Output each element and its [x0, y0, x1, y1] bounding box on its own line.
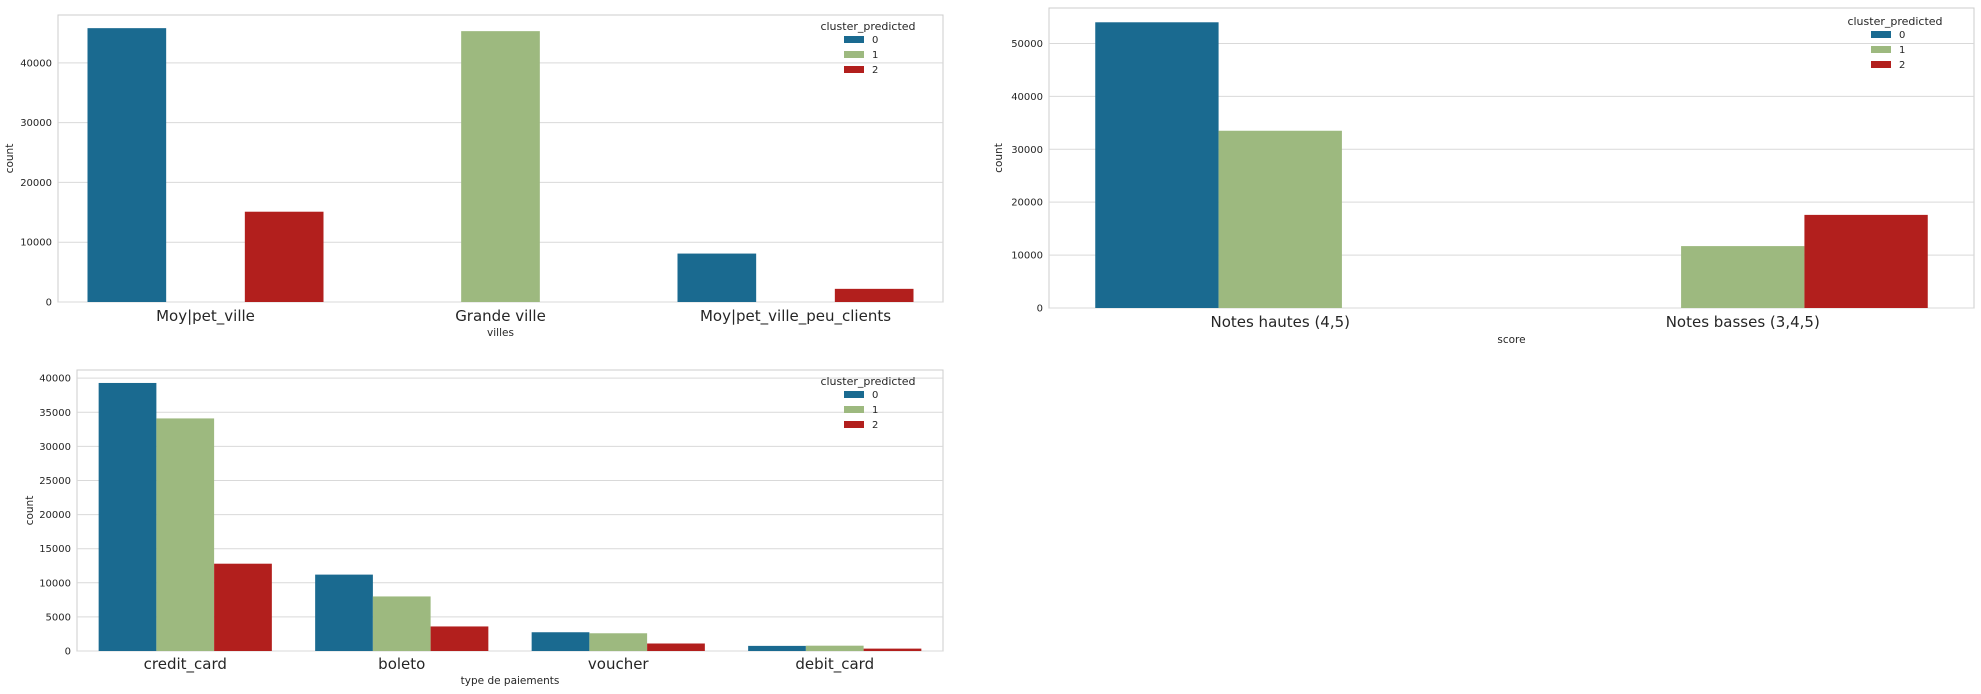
y-tick-label: 10000 [1011, 251, 1043, 262]
x-tick-label: debit_card [795, 655, 874, 674]
legend-swatch-0 [844, 391, 864, 398]
legend-entry: 0 [1899, 30, 1905, 41]
x-tick-label: Grande ville [455, 307, 546, 325]
bar-voucher-cluster-2 [647, 643, 705, 651]
y-tick-label: 20000 [1011, 198, 1043, 209]
legend-swatch-0 [1871, 31, 1891, 38]
legend: cluster_predicted 0 1 2 [1847, 15, 1942, 71]
bar-Moy|pet_ville_peu_clients-cluster-0 [677, 253, 757, 302]
y-tick-label: 10000 [20, 238, 52, 249]
legend-entry: 2 [872, 420, 878, 431]
bar-boleto-cluster-0 [315, 574, 373, 651]
bar-voucher-cluster-0 [531, 632, 590, 651]
chart-2: 0 10000 20000 30000 40000 50000 Notes hautes (… [993, 7, 1975, 346]
bar-debit_card-cluster-2 [863, 648, 922, 651]
legend-swatch-0 [844, 36, 864, 43]
y-tick-label: 40000 [39, 374, 71, 385]
y-tick-label: 20000 [20, 178, 52, 189]
bar-Grande ville-cluster-1 [461, 31, 540, 303]
bar-Moy|pet_ville-cluster-0 [87, 28, 167, 302]
legend-title: cluster_predicted [820, 375, 915, 388]
bar-boleto-cluster-2 [430, 626, 489, 651]
bar-boleto-cluster-1 [372, 596, 431, 651]
legend-swatch-2 [844, 66, 864, 73]
legend: cluster_predicted 0 1 2 [820, 375, 915, 431]
y-tick-label: 20000 [39, 510, 71, 521]
bar-credit_card-cluster-2 [214, 563, 272, 651]
x-tick-label: Moy|pet_ville_peu_clients [700, 307, 891, 326]
legend-entry: 0 [872, 35, 878, 46]
bar-credit_card-cluster-1 [156, 418, 215, 651]
legend-entry: 1 [872, 50, 878, 61]
legend-entry: 1 [872, 405, 878, 416]
legend-swatch-1 [844, 406, 864, 413]
x-tick-label: boleto [378, 655, 425, 673]
y-tick-label: 40000 [20, 58, 52, 69]
y-tick-label: 5000 [46, 612, 71, 623]
y-tick-label: 30000 [20, 118, 52, 129]
y-tick-label: 0 [65, 647, 71, 658]
bar-Moy|pet_ville_peu_clients-cluster-2 [834, 288, 914, 302]
legend: cluster_predicted 0 1 2 [820, 20, 915, 76]
legend-swatch-1 [1871, 46, 1891, 53]
bar-credit_card-cluster-0 [98, 382, 157, 651]
chart-1: 0 10000 20000 30000 40000 Moy|pet_ville Grande… [4, 14, 944, 339]
bar-debit_card-cluster-0 [748, 645, 806, 651]
y-axis-label: count [993, 143, 1005, 173]
legend-swatch-2 [844, 421, 864, 428]
y-axis-label: count [4, 144, 16, 174]
y-tick-label: 30000 [39, 442, 71, 453]
bar-Notes hautes (4,5)-cluster-1 [1218, 130, 1342, 308]
y-tick-label: 30000 [1011, 145, 1043, 156]
y-tick-label: 0 [1037, 304, 1043, 315]
bar-Notes hautes (4,5)-cluster-0 [1095, 22, 1219, 309]
y-tick-label: 50000 [1011, 39, 1043, 50]
legend-entry: 0 [872, 390, 878, 401]
legend-swatch-2 [1871, 61, 1891, 68]
x-tick-label: Moy|pet_ville [156, 307, 255, 326]
x-tick-label: Notes hautes (4,5) [1210, 313, 1350, 331]
y-tick-label: 15000 [39, 544, 71, 555]
legend-title: cluster_predicted [1847, 15, 1942, 28]
chart-3: 0 5000 10000 15000 20000 25000 30000 35000 40000… [24, 369, 944, 687]
bar-Moy|pet_ville-cluster-2 [244, 211, 324, 302]
y-tick-label: 40000 [1011, 92, 1043, 103]
x-tick-label: voucher [588, 655, 650, 673]
legend-title: cluster_predicted [820, 20, 915, 33]
bar-Notes basses (3,4,5)-cluster-1 [1681, 246, 1805, 308]
y-tick-label: 0 [46, 298, 52, 309]
bar-voucher-cluster-1 [589, 633, 648, 651]
legend-swatch-1 [844, 51, 864, 58]
y-tick-label: 25000 [39, 476, 71, 487]
bar-Notes basses (3,4,5)-cluster-2 [1804, 214, 1928, 308]
x-tick-label: credit_card [144, 655, 227, 674]
x-axis-label: villes [487, 327, 514, 339]
y-axis-label: count [24, 496, 36, 526]
x-axis-label: score [1497, 334, 1525, 346]
legend-entry: 1 [1899, 45, 1905, 56]
y-tick-label: 35000 [39, 408, 71, 419]
bar-debit_card-cluster-1 [805, 645, 864, 651]
x-axis-label: type de paiements [461, 675, 560, 687]
legend-entry: 2 [872, 65, 878, 76]
legend-entry: 2 [1899, 60, 1905, 71]
y-tick-label: 10000 [39, 578, 71, 589]
x-tick-label: Notes basses (3,4,5) [1666, 313, 1820, 331]
